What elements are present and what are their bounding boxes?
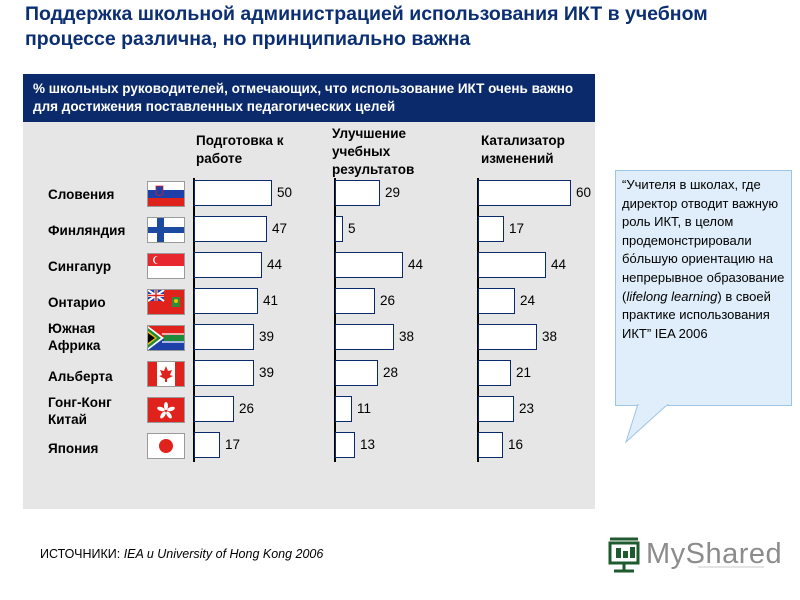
bar-value-label: 17 bbox=[509, 221, 525, 236]
bar-value-label: 44 bbox=[267, 257, 283, 272]
bar-value-label: 38 bbox=[399, 329, 415, 344]
logo-icon bbox=[608, 537, 640, 573]
bar-value-label: 26 bbox=[380, 293, 396, 308]
bar-value-label: 39 bbox=[259, 329, 275, 344]
slovenia-flag bbox=[147, 181, 185, 207]
bar-value-label: 39 bbox=[259, 365, 275, 380]
bar bbox=[478, 324, 537, 350]
bar-value-label: 60 bbox=[576, 185, 592, 200]
bar bbox=[335, 252, 403, 278]
hong-kong-flag bbox=[147, 397, 185, 423]
bar-value-label: 17 bbox=[225, 437, 241, 452]
ontario-flag bbox=[147, 289, 185, 315]
bar-value-label: 38 bbox=[542, 329, 558, 344]
bar bbox=[335, 432, 355, 458]
logo-text: MyShared bbox=[646, 538, 783, 570]
bar-value-label: 29 bbox=[385, 185, 401, 200]
bar bbox=[335, 180, 380, 206]
bar-value-label: 44 bbox=[408, 257, 424, 272]
bar-value-label: 23 bbox=[519, 401, 535, 416]
bar-value-label: 41 bbox=[263, 293, 279, 308]
bar-value-label: 13 bbox=[360, 437, 376, 452]
bar bbox=[478, 252, 546, 278]
bar bbox=[194, 180, 272, 206]
bar bbox=[194, 216, 267, 242]
axis-line-1 bbox=[193, 178, 195, 462]
south-africa-flag bbox=[147, 325, 185, 351]
bar-value-label: 21 bbox=[516, 365, 532, 380]
source-text: IEA и University of Hong Kong 2006 bbox=[123, 547, 324, 561]
bar bbox=[478, 432, 503, 458]
bar-value-label: 5 bbox=[348, 221, 356, 236]
page-title: Поддержка школьной администрацией исполь… bbox=[25, 3, 708, 50]
quote-callout: “Учителя в школах, где директор отводит … bbox=[615, 170, 792, 406]
country-label: Гонг-Конг Китай bbox=[48, 395, 112, 427]
bar bbox=[194, 360, 254, 386]
country-label: Словения bbox=[48, 187, 115, 202]
source-label: ИСТОЧНИКИ: bbox=[40, 547, 124, 561]
bar bbox=[335, 288, 375, 314]
country-label: Онтарио bbox=[48, 295, 106, 310]
quote-text-end: ) в своей практике использования ИКТ” IE… bbox=[622, 288, 771, 341]
bar-value-label: 24 bbox=[520, 293, 536, 308]
column-header-3: Катализатор изменений bbox=[481, 133, 565, 166]
bar bbox=[335, 324, 394, 350]
bar bbox=[194, 396, 234, 422]
bar-value-label: 50 bbox=[277, 185, 293, 200]
bar-value-label: 11 bbox=[357, 401, 372, 416]
alberta-flag bbox=[147, 361, 185, 387]
bar bbox=[335, 360, 378, 386]
bar-value-label: 16 bbox=[508, 437, 524, 452]
callout-tail bbox=[624, 404, 669, 444]
bar bbox=[478, 396, 514, 422]
japan-flag bbox=[147, 433, 185, 459]
country-label: Южная Африка bbox=[48, 321, 101, 353]
bar bbox=[335, 396, 352, 422]
finland-flag bbox=[147, 217, 185, 243]
bar bbox=[194, 432, 220, 458]
chart-header: % школьных руководителей, отмечающих, чт… bbox=[23, 74, 595, 122]
bar bbox=[478, 288, 515, 314]
country-label: Финляндия bbox=[48, 223, 126, 238]
axis-line-2 bbox=[334, 178, 336, 462]
bar-value-label: 44 bbox=[551, 257, 567, 272]
bar-value-label: 28 bbox=[383, 365, 399, 380]
source-note: ИСТОЧНИКИ: IEA и University of Hong Kong… bbox=[40, 547, 323, 561]
bar-value-label: 26 bbox=[239, 401, 255, 416]
bar bbox=[194, 288, 258, 314]
country-label: Сингапур bbox=[48, 259, 112, 274]
bar bbox=[194, 324, 254, 350]
axis-line-3 bbox=[477, 178, 479, 462]
bar bbox=[478, 216, 504, 242]
bar bbox=[478, 360, 511, 386]
bar bbox=[478, 180, 571, 206]
country-label: Япония bbox=[48, 441, 99, 456]
bar bbox=[335, 216, 343, 242]
myshared-logo bbox=[608, 537, 764, 573]
bar-value-label: 47 bbox=[272, 221, 288, 236]
singapore-flag bbox=[147, 253, 185, 279]
bar bbox=[194, 252, 262, 278]
quote-text-italic: lifelong learning bbox=[626, 288, 718, 304]
column-header-2: Улучшение учебных результатов bbox=[332, 126, 415, 177]
column-header-1: Подготовка к работе bbox=[196, 133, 284, 166]
country-label: Альберта bbox=[48, 369, 113, 384]
quote-text-start: “Учителя в школах, где директор отводит … bbox=[622, 177, 785, 304]
